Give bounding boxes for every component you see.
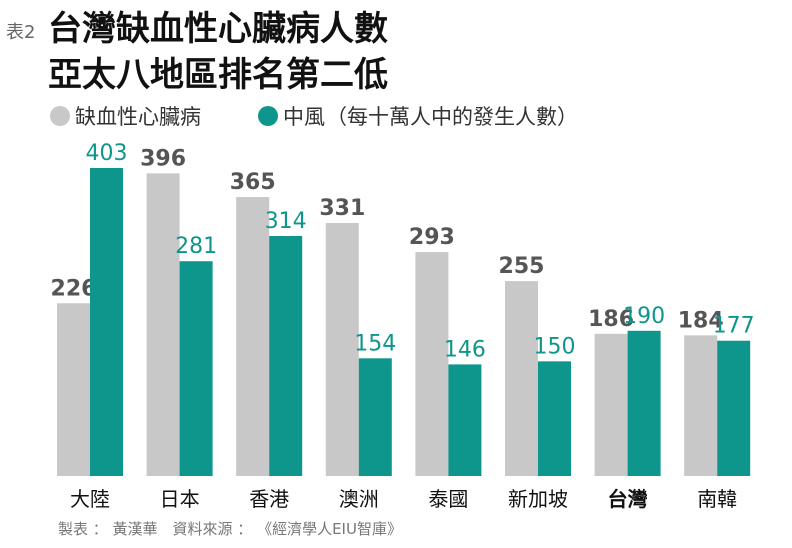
value-label: 150 xyxy=(534,334,576,359)
value-label: 186 xyxy=(588,307,634,332)
bar xyxy=(325,223,359,476)
bar xyxy=(57,303,90,476)
value-label: 293 xyxy=(409,225,455,250)
chart-subtitle: （每十萬人中的發生人數） xyxy=(326,105,578,129)
bar xyxy=(448,364,482,476)
bar xyxy=(146,173,180,476)
value-label: 146 xyxy=(444,337,486,362)
footnote: 製表 ： 黃漢華 資料來源 ： 《經濟學人EIU智庫》 xyxy=(58,520,402,538)
legend-marker xyxy=(258,106,278,126)
chart-tag: 表2 xyxy=(6,22,35,43)
x-tick-label: 日本 xyxy=(160,487,200,511)
value-label: 403 xyxy=(86,141,128,166)
bar xyxy=(627,330,661,476)
bar xyxy=(90,167,123,476)
x-tick-label: 南韓 xyxy=(697,487,737,511)
bar xyxy=(538,361,571,476)
x-tick-label: 泰國 xyxy=(428,487,468,511)
bar xyxy=(505,281,538,476)
bar xyxy=(236,197,270,476)
value-label: 154 xyxy=(354,331,396,356)
bar xyxy=(269,236,303,476)
legend-label: 中風 xyxy=(283,105,325,129)
bar xyxy=(358,358,392,476)
value-label: 281 xyxy=(175,234,217,259)
value-label: 255 xyxy=(499,254,545,279)
bar xyxy=(179,261,213,476)
chart-title-line2: 亞太八地區排名第二低 xyxy=(48,55,388,95)
x-tick-label: 台灣 xyxy=(608,487,648,511)
x-tick-label: 澳洲 xyxy=(339,487,379,511)
value-label: 184 xyxy=(678,308,724,333)
value-label: 314 xyxy=(265,209,307,234)
bar xyxy=(415,252,449,476)
value-label: 190 xyxy=(623,304,665,329)
value-label: 396 xyxy=(140,146,186,171)
value-label: 226 xyxy=(51,276,97,301)
value-label: 365 xyxy=(230,170,276,195)
x-tick-label: 大陸 xyxy=(70,487,110,511)
x-tick-label: 新加坡 xyxy=(508,487,568,511)
bar xyxy=(717,340,751,476)
value-label: 331 xyxy=(319,196,365,221)
legend-label: 缺血性心臟病 xyxy=(75,105,201,129)
bar xyxy=(684,335,718,476)
bar xyxy=(594,333,628,476)
value-label: 177 xyxy=(713,314,755,339)
legend-marker xyxy=(50,106,70,126)
x-tick-label: 香港 xyxy=(249,487,289,511)
chart-title: 台灣缺血性心臟病人數 xyxy=(48,9,388,49)
